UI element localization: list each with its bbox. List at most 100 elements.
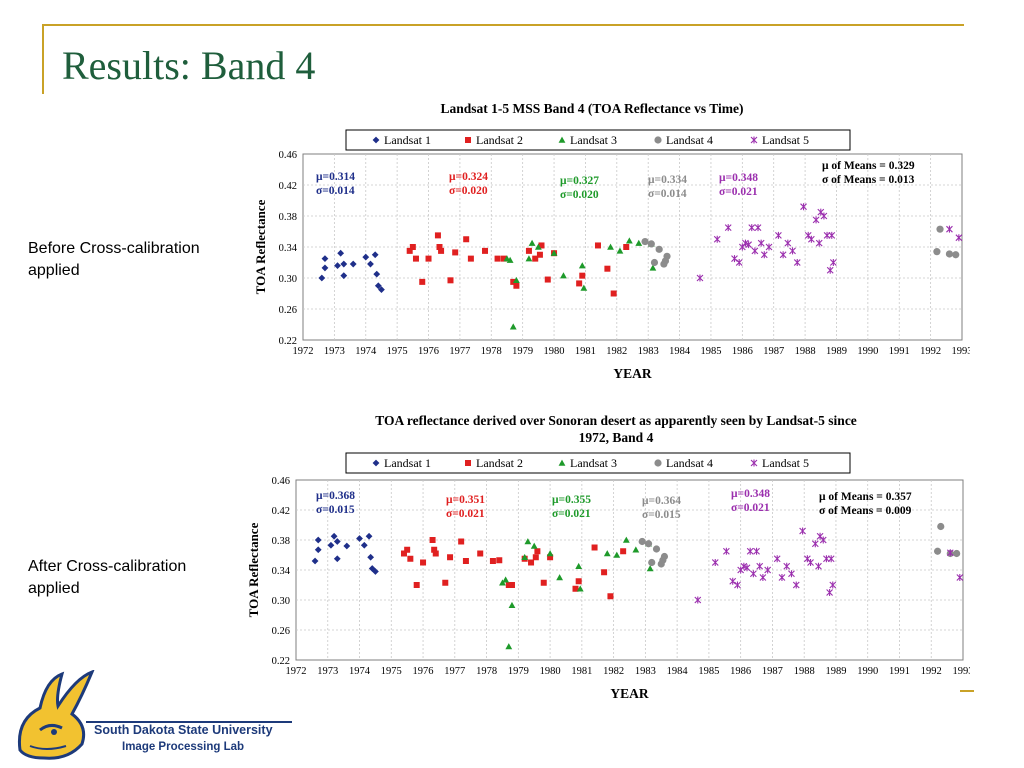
y-tick-label: 0.38 bbox=[279, 212, 297, 223]
data-point bbox=[819, 536, 827, 544]
data-point bbox=[505, 582, 512, 588]
x-tick-label: 1983 bbox=[638, 346, 659, 357]
data-point bbox=[751, 247, 759, 255]
x-tick-label: 1977 bbox=[449, 346, 470, 357]
data-point bbox=[431, 546, 438, 553]
data-point bbox=[735, 259, 743, 266]
data-point bbox=[711, 559, 719, 566]
data-point bbox=[330, 532, 338, 540]
x-tick-label: 1982 bbox=[606, 346, 627, 357]
data-point bbox=[452, 249, 459, 256]
y-tick-label: 0.26 bbox=[279, 305, 297, 316]
data-point bbox=[775, 231, 782, 239]
data-point bbox=[372, 568, 379, 575]
data-point bbox=[534, 548, 541, 555]
data-point bbox=[694, 596, 702, 604]
data-point bbox=[616, 247, 624, 254]
data-point bbox=[360, 541, 368, 549]
data-point bbox=[828, 231, 836, 239]
data-point bbox=[757, 239, 765, 247]
legend-marker bbox=[465, 460, 471, 466]
annotation-mu: μ=0.348 bbox=[719, 172, 758, 184]
data-point bbox=[729, 577, 737, 585]
legend-label: Landsat 3 bbox=[570, 456, 617, 470]
data-point bbox=[371, 251, 379, 259]
x-tick-label: 1975 bbox=[387, 346, 408, 357]
label-before: Before Cross-calibration applied bbox=[28, 240, 200, 279]
data-point bbox=[815, 239, 823, 247]
data-point bbox=[613, 551, 621, 558]
annotation-sigma: σ=0.021 bbox=[731, 502, 770, 514]
data-point bbox=[349, 260, 357, 268]
series-landsat-5 bbox=[696, 203, 963, 282]
data-point bbox=[436, 244, 443, 250]
x-tick-label: 1987 bbox=[763, 346, 784, 357]
x-axis-label: YEAR bbox=[610, 686, 649, 701]
y-tick-label: 0.46 bbox=[272, 476, 290, 487]
annotation-mu: μ=0.314 bbox=[316, 171, 355, 183]
data-point bbox=[544, 276, 551, 283]
data-point bbox=[400, 550, 407, 557]
data-point bbox=[580, 284, 588, 291]
data-point bbox=[447, 277, 454, 284]
annotation-mu: μ=0.351 bbox=[446, 494, 485, 506]
x-tick-label: 1979 bbox=[512, 346, 533, 357]
data-point bbox=[524, 538, 532, 545]
x-tick-label: 1974 bbox=[355, 346, 377, 357]
data-point bbox=[604, 265, 611, 272]
data-point bbox=[343, 542, 351, 550]
data-point bbox=[722, 547, 730, 555]
x-tick-label: 1976 bbox=[418, 346, 439, 357]
data-point bbox=[820, 212, 828, 220]
chart-before: Landsat 1-5 MSS Band 4 (TOA Reflectance … bbox=[253, 101, 970, 381]
data-point bbox=[404, 546, 411, 553]
annotation-mu: μ of Means = 0.329 bbox=[822, 160, 915, 172]
y-tick-label: 0.34 bbox=[272, 566, 291, 577]
data-point bbox=[644, 540, 653, 548]
label-after: After Cross-calibration applied bbox=[28, 558, 187, 597]
data-point bbox=[550, 249, 558, 256]
data-point bbox=[784, 239, 792, 247]
annotation-mu: μ=0.334 bbox=[648, 174, 687, 186]
data-point bbox=[540, 579, 547, 586]
data-point bbox=[646, 565, 654, 572]
data-point bbox=[610, 290, 617, 297]
annotation-sigma: σ of Means = 0.009 bbox=[819, 505, 912, 517]
data-point bbox=[933, 248, 941, 256]
data-point bbox=[547, 554, 554, 561]
lab-name: Image Processing Lab bbox=[122, 741, 244, 753]
data-point bbox=[603, 550, 611, 557]
data-point bbox=[933, 547, 942, 555]
data-point bbox=[505, 643, 513, 650]
data-point bbox=[632, 546, 640, 553]
y-tick-label: 0.38 bbox=[272, 536, 290, 547]
data-point bbox=[955, 234, 963, 242]
chart-after: TOA reflectance derived over Sonoran des… bbox=[246, 413, 970, 701]
x-tick-label: 1976 bbox=[413, 666, 434, 677]
data-point bbox=[429, 537, 436, 543]
data-point bbox=[509, 323, 517, 330]
x-tick-label: 1984 bbox=[669, 346, 691, 357]
y-tick-label: 0.34 bbox=[279, 243, 298, 254]
slide-title: Results: Band 4 bbox=[62, 43, 316, 88]
x-tick-label: 1975 bbox=[381, 666, 402, 677]
annotation-mu: μ=0.327 bbox=[560, 175, 599, 187]
legend-marker bbox=[654, 136, 662, 144]
data-point bbox=[467, 255, 474, 262]
annotation-sigma: σ=0.014 bbox=[648, 188, 687, 200]
legend-label: Landsat 4 bbox=[666, 456, 713, 470]
y-axis-label: TOA Reflectance bbox=[246, 522, 261, 617]
legend-label: Landsat 2 bbox=[476, 133, 523, 147]
data-point bbox=[946, 549, 954, 557]
sdsu-logo: South Dakota State University Image Proc… bbox=[17, 670, 292, 760]
footer-rule bbox=[960, 690, 974, 692]
annotation-sigma: σ=0.015 bbox=[316, 504, 355, 516]
x-tick-label: 1981 bbox=[571, 666, 592, 677]
data-point bbox=[734, 581, 741, 589]
data-point bbox=[765, 243, 773, 251]
data-point bbox=[760, 251, 768, 259]
x-tick-label: 1990 bbox=[857, 346, 878, 357]
data-point bbox=[591, 544, 598, 551]
data-point bbox=[660, 552, 669, 561]
data-point bbox=[778, 574, 786, 581]
